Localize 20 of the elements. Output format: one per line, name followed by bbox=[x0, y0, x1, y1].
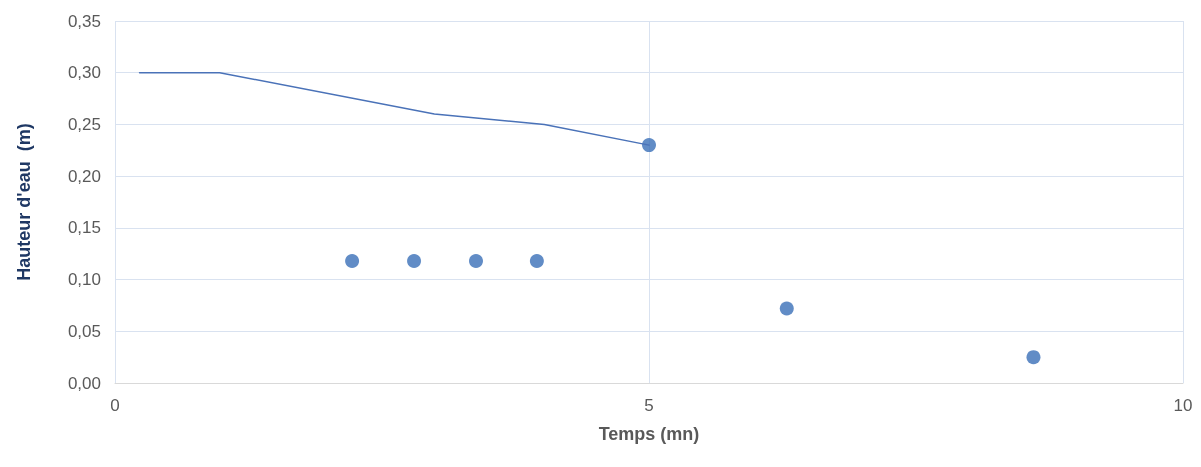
point bbox=[779, 301, 794, 316]
y-tick-label: 0,35 bbox=[67, 11, 101, 31]
y-tick-label: 0,00 bbox=[67, 373, 101, 393]
point bbox=[469, 253, 483, 268]
point bbox=[345, 253, 360, 268]
point bbox=[1026, 350, 1041, 365]
y-tick-label: 0,05 bbox=[67, 321, 101, 341]
x-tick-label: 10 bbox=[1173, 396, 1193, 415]
point bbox=[407, 253, 422, 268]
point bbox=[529, 253, 544, 268]
y-tick-label: 0,10 bbox=[67, 270, 101, 290]
y-tick-label: 0,20 bbox=[67, 166, 101, 186]
y-tick-label: 0,25 bbox=[67, 114, 101, 134]
x-axis-title: Temps (mn) bbox=[598, 424, 700, 444]
y-tick-label: 0,15 bbox=[67, 218, 101, 238]
point bbox=[642, 138, 656, 153]
y-tick-label: 0,30 bbox=[67, 63, 101, 83]
x-tick-label: 5 bbox=[644, 396, 654, 415]
x-tick-label: 0 bbox=[110, 396, 120, 415]
y-axis-title: Hauteur d'eau (m) bbox=[14, 123, 34, 281]
